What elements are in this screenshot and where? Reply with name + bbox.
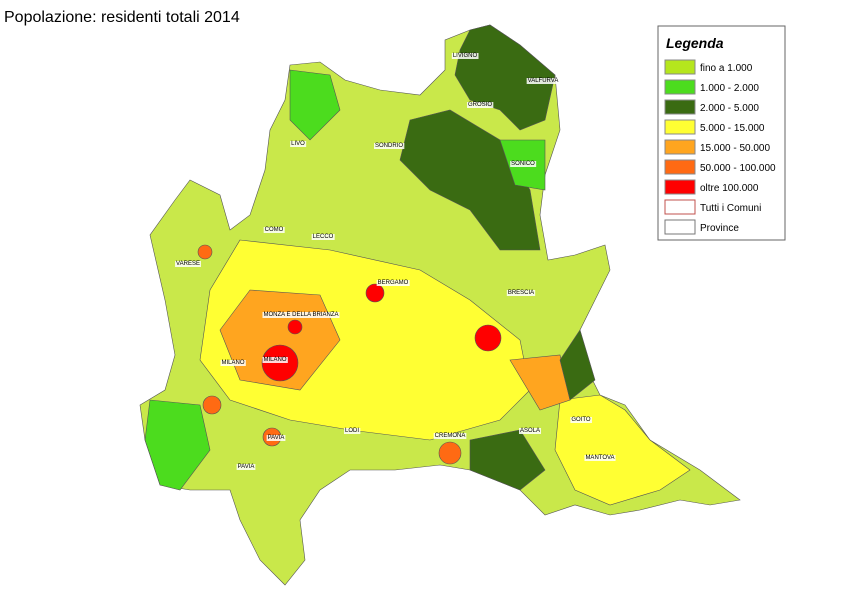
legend-swatch bbox=[664, 79, 696, 95]
place-label-bg bbox=[526, 78, 560, 84]
place-label: CREMONA bbox=[435, 433, 466, 439]
zone-dark-valley bbox=[399, 109, 541, 251]
place-label-bg bbox=[175, 261, 201, 267]
legend-swatch bbox=[664, 219, 696, 235]
zone-yellow-centre bbox=[199, 239, 531, 441]
place-label: MANTOVA bbox=[585, 455, 614, 461]
place-label-bg bbox=[290, 141, 307, 147]
zone-dark-north bbox=[454, 24, 556, 131]
place-label: SONDRIO bbox=[375, 143, 403, 149]
legend-swatch bbox=[664, 59, 696, 75]
zone-dark-east bbox=[559, 329, 596, 401]
legend-label: Province bbox=[700, 223, 739, 234]
place-label: COMO bbox=[265, 227, 284, 233]
place-label: LODI bbox=[345, 428, 359, 434]
zone-green-pavia bbox=[144, 399, 211, 491]
place-label: VARESE bbox=[176, 261, 200, 267]
place-label-bg bbox=[570, 417, 592, 423]
city-monza bbox=[287, 319, 303, 335]
legend: Legenda fino a 1.000 1.000 - 2.000 2.000 -… bbox=[657, 25, 786, 241]
place-label: GOITO bbox=[571, 417, 591, 423]
place-label: LIVO bbox=[291, 141, 305, 147]
legend-label: 5.000 - 15.000 bbox=[700, 123, 765, 134]
city-cremona bbox=[438, 441, 462, 465]
place-labels: LIVIGNO VALFURVA GROSIO SONDRIO LIVO SONICO CO… bbox=[175, 53, 616, 470]
legend-swatch bbox=[664, 179, 696, 195]
place-label-bg bbox=[373, 143, 405, 149]
place-label-bg bbox=[510, 161, 537, 167]
place-label: PAVIA bbox=[238, 464, 255, 470]
place-label-bg bbox=[311, 234, 335, 240]
place-label-bg bbox=[266, 435, 286, 441]
place-label-bg bbox=[262, 312, 340, 318]
legend-label: 15.000 - 50.000 bbox=[700, 143, 770, 154]
place-label-bg bbox=[376, 280, 410, 286]
zone-dark-south bbox=[469, 429, 546, 491]
place-label-bg bbox=[451, 53, 479, 59]
map-title: Popolazione: residenti totali 2014 bbox=[4, 9, 240, 26]
place-label-bg bbox=[506, 290, 536, 296]
place-label-bg bbox=[518, 428, 542, 434]
legend-label: fino a 1.000 bbox=[700, 63, 753, 74]
legend-swatch bbox=[664, 199, 696, 215]
place-label: LECCO bbox=[313, 234, 334, 240]
place-label-bg bbox=[236, 464, 256, 470]
place-label-bg bbox=[584, 455, 616, 461]
place-label: ASOLA bbox=[520, 428, 540, 434]
place-label: GROSIO bbox=[468, 102, 492, 108]
place-label-bg bbox=[220, 360, 246, 366]
place-label-bg bbox=[262, 357, 288, 363]
place-label: LIVIGNO bbox=[453, 53, 478, 59]
place-label-bg bbox=[343, 428, 361, 434]
legend-swatch bbox=[664, 159, 696, 175]
legend-label: 1.000 - 2.000 bbox=[700, 83, 759, 94]
place-label: MILANO bbox=[221, 360, 244, 366]
city-brescia bbox=[474, 324, 502, 352]
legend-label: oltre 100.000 bbox=[700, 183, 759, 194]
place-label-bg bbox=[466, 102, 494, 108]
place-label: BRESCIA bbox=[508, 290, 534, 296]
place-label: MILANO bbox=[263, 357, 286, 363]
city-bergamo bbox=[365, 283, 385, 303]
place-label: PAVIA bbox=[268, 435, 285, 441]
zone-green-north bbox=[289, 69, 341, 141]
place-label-bg bbox=[263, 227, 285, 233]
place-label: BERGAMO bbox=[378, 280, 409, 286]
legend-label: Tutti i Comuni bbox=[700, 203, 761, 214]
legend-swatch bbox=[664, 99, 696, 115]
legend-label: 50.000 - 100.000 bbox=[700, 163, 776, 174]
place-label: MONZA E DELLA BRIANZA bbox=[263, 312, 338, 318]
place-label: VALFURVA bbox=[528, 78, 559, 84]
legend-swatch bbox=[664, 119, 696, 135]
legend-label: 2.000 - 5.000 bbox=[700, 103, 759, 114]
city-varese bbox=[197, 244, 213, 260]
place-label-bg bbox=[433, 433, 467, 439]
place-label: SONICO bbox=[511, 161, 535, 167]
legend-swatch bbox=[664, 139, 696, 155]
legend-title: Legenda bbox=[666, 35, 724, 51]
city-busto bbox=[202, 395, 222, 415]
